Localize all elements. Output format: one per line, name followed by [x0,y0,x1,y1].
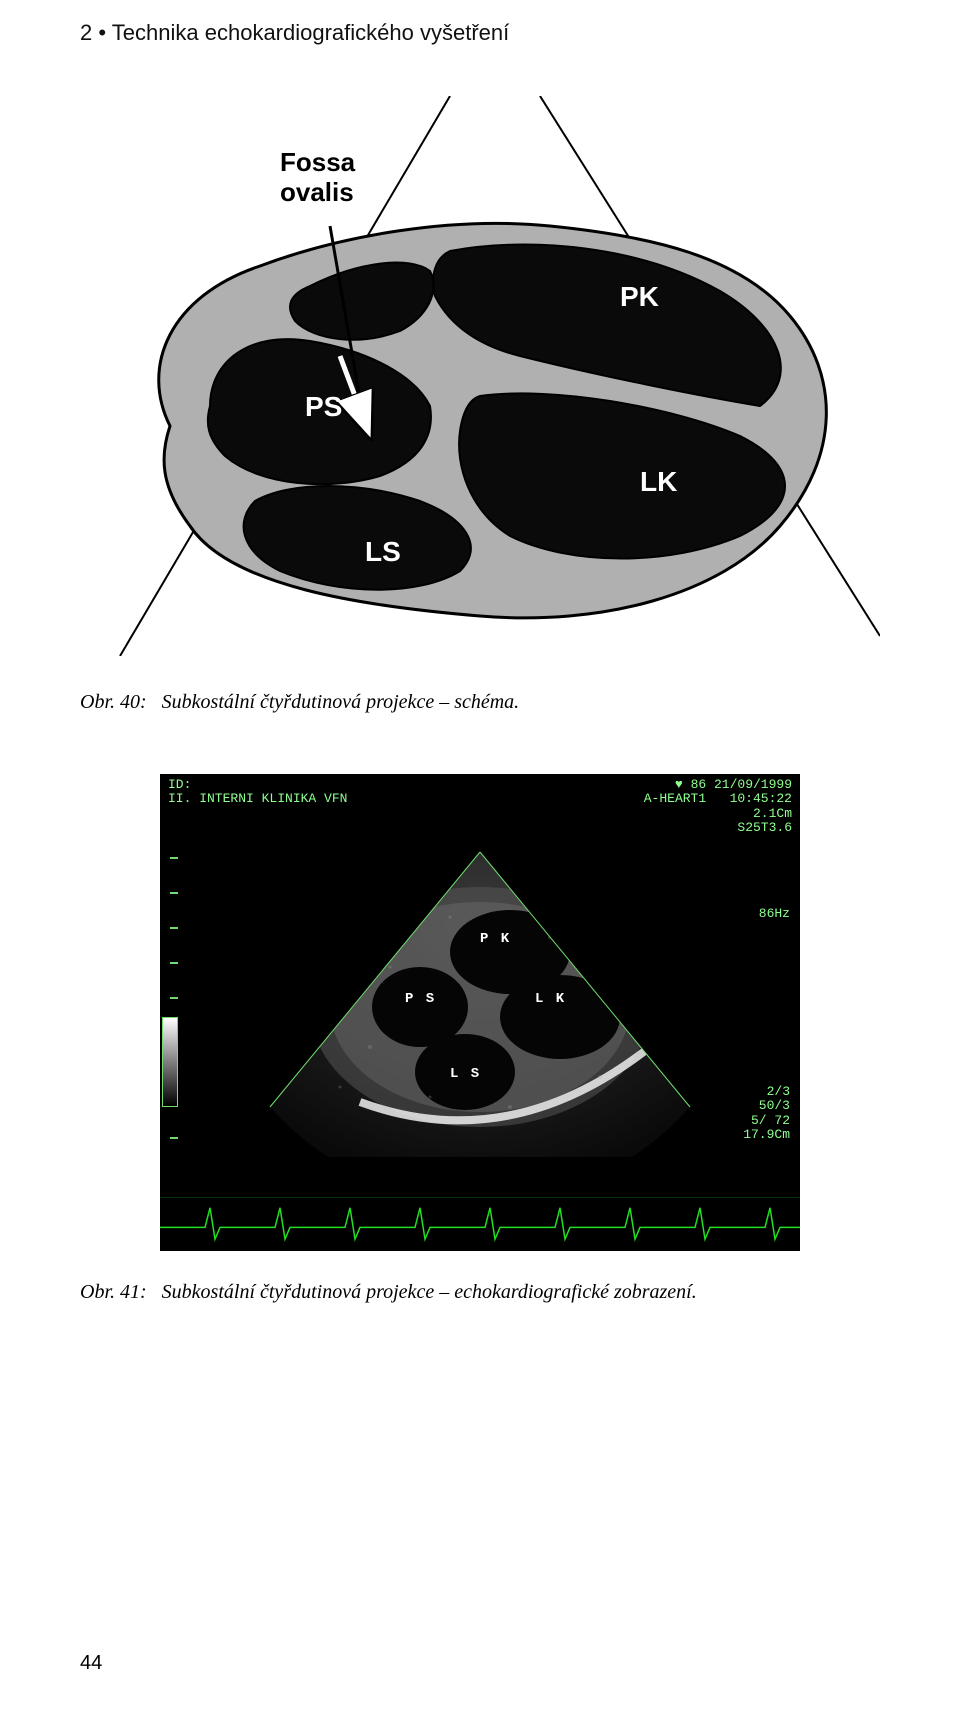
echo-header: ID: II. INTERNI KLINIKA VFN ♥ 86 21/09/1… [160,774,800,837]
fossa-label-line2: ovalis [280,177,354,207]
caption-prefix: Obr. 40: [80,691,147,713]
echo-label-lk: L K [535,992,566,1007]
caption-fig40: Obr. 40: Subkostální čtyřdutinová projek… [80,691,880,714]
echo-label-ps: P S [405,992,436,1007]
heart-diagram: Fossa ovalis PK PS LK LS [80,96,880,661]
label-pk: PK [620,281,659,312]
label-lk: LK [640,466,677,497]
header-bullet: • [98,20,106,45]
page-number: 44 [80,1652,102,1675]
ultrasound-sector-svg [250,847,710,1157]
chapter-header: 2 • Technika echokardiografického vyšetř… [80,0,880,56]
caption-text: Subkostální čtyřdutinová projekce – echo… [162,1281,697,1303]
heart-diagram-svg: Fossa ovalis PK PS LK LS [80,96,880,656]
grayscale-bar [162,1017,178,1107]
echo-label-ls: L S [450,1067,481,1082]
chapter-title: Technika echokardiografického vyšetření [112,20,509,45]
echo-sector-area: 86Hz [160,837,800,1197]
chapter-number: 2 [80,20,92,45]
echo-header-right: ♥ 86 21/09/1999 A-HEART1 10:45:22 2.1Cm … [644,778,792,835]
hz-label: 86Hz [759,907,790,921]
echo-bottom-readout: 2/3 50/3 5/ 72 17.9Cm [743,1085,790,1142]
echocardiogram-image: ID: II. INTERNI KLINIKA VFN ♥ 86 21/09/1… [160,774,800,1251]
ecg-trace [160,1208,800,1239]
caption-fig41: Obr. 41: Subkostální čtyřdutinová projek… [80,1281,880,1304]
caption-text: Subkostální čtyřdutinová projekce – sché… [162,691,520,713]
label-ps: PS [305,391,342,422]
caption-prefix: Obr. 41: [80,1281,147,1303]
label-ls: LS [365,536,401,567]
ecg-strip [160,1197,800,1247]
echo-label-pk: P K [480,932,511,947]
echo-header-left: ID: II. INTERNI KLINIKA VFN [168,778,347,835]
fossa-label-line1: Fossa [280,147,356,177]
echo-chamber-lk [500,975,620,1059]
